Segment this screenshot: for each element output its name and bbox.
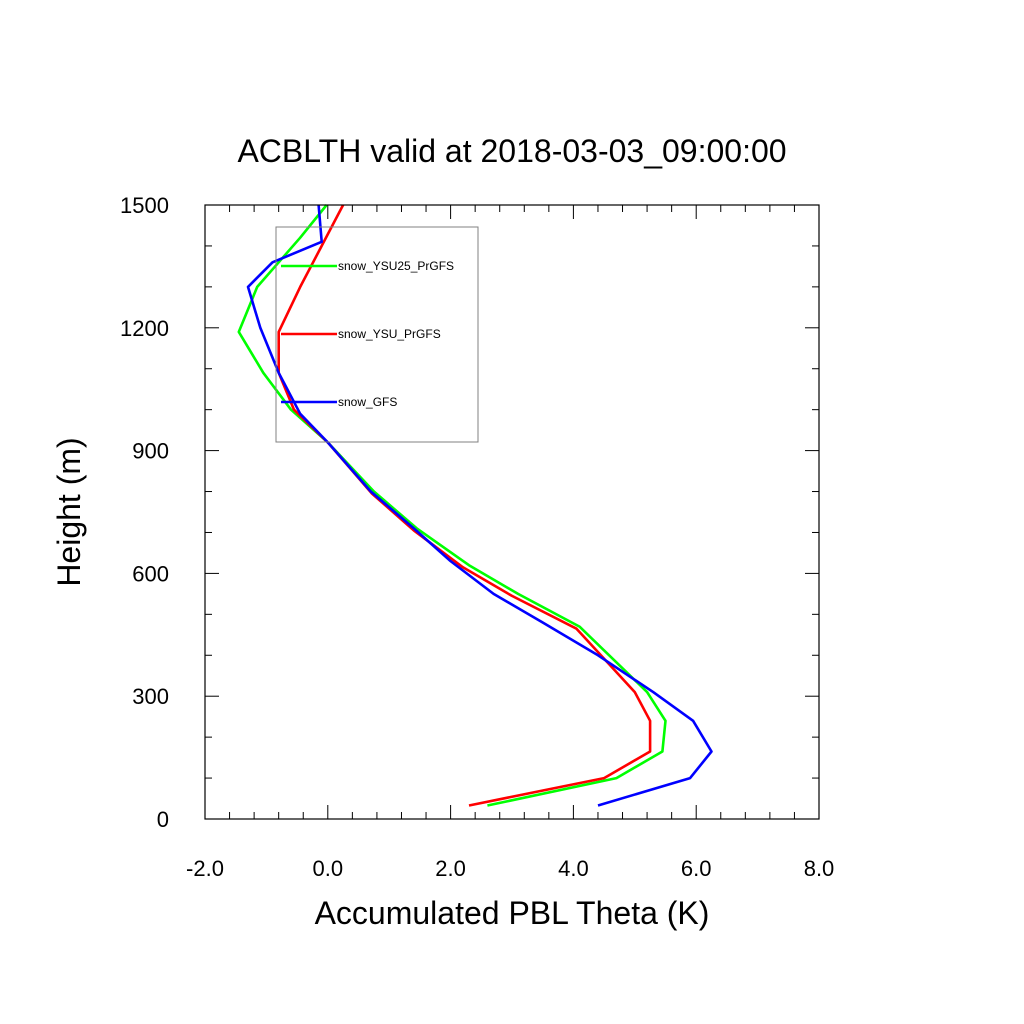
x-tick-label: 6.0 [681, 856, 712, 881]
tick-labels: -2.0 0.0 2.0 4.0 6.0 8.0 0 300 600 900 1200 1500 [120, 193, 834, 881]
legend-label-snow_YSU25_PrGFS: snow_YSU25_PrGFS [338, 259, 454, 273]
series-line-snow_YSU25_PrGFS [237, 204, 667, 807]
legend-label-snow_GFS: snow_GFS [338, 395, 397, 409]
y-tick-label: 600 [132, 561, 169, 586]
legend-box [275, 226, 479, 443]
x-tick-label: 0.0 [313, 856, 344, 881]
legend: snow_YSU25_PrGFS snow_YSU_PrGFS snow_GFS [275, 226, 479, 443]
y-tick-label: 1200 [120, 316, 169, 341]
x-tick-label: 4.0 [558, 856, 589, 881]
y-tick-label: 1500 [120, 193, 169, 218]
axis-ticks [204, 204, 820, 820]
y-axis-label: Height (m) [51, 437, 87, 586]
chart-title: ACBLTH valid at 2018-03-03_09:00:00 [237, 133, 786, 169]
series-lines [237, 204, 713, 807]
y-tick-label: 0 [157, 807, 169, 832]
x-tick-label: 2.0 [435, 856, 466, 881]
y-tick-label: 900 [132, 439, 169, 464]
legend-label-snow_YSU_PrGFS: snow_YSU_PrGFS [338, 327, 441, 341]
x-axis-label: Accumulated PBL Theta (K) [315, 895, 710, 931]
x-tick-label: 8.0 [804, 856, 835, 881]
x-tick-label: -2.0 [186, 856, 224, 881]
series-line-snow_YSU_PrGFS [277, 204, 652, 807]
y-tick-label: 300 [132, 684, 169, 709]
plot-frame [204, 204, 820, 820]
series-line-snow_GFS [246, 204, 713, 807]
